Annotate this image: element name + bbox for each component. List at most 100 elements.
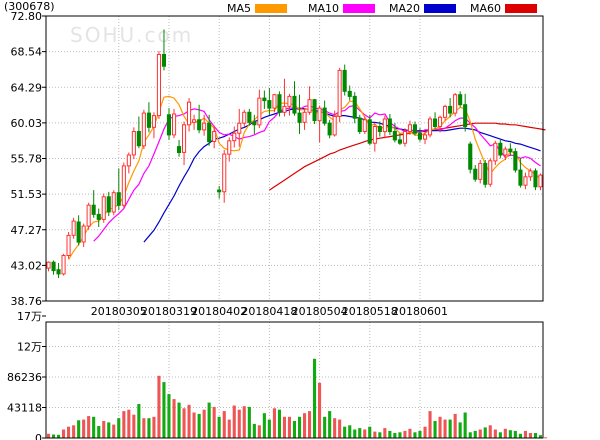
volume-bar (353, 429, 357, 438)
volume-bar (77, 420, 81, 438)
candlestick (347, 85, 352, 101)
candlestick (66, 232, 71, 259)
legend-ma60: MA60 (470, 0, 538, 16)
volume-bar (308, 411, 312, 438)
candlestick (458, 91, 463, 108)
candlestick (443, 104, 448, 121)
candlestick (86, 202, 91, 230)
candle-body (423, 134, 428, 140)
candlestick (523, 172, 528, 190)
candle-body (417, 132, 422, 140)
candle-body (523, 176, 528, 186)
candlestick-series (46, 29, 543, 279)
candlestick (297, 94, 302, 135)
volume-tick-label: 17万 (17, 310, 42, 323)
candle-body (86, 204, 91, 227)
candle-body (207, 122, 212, 143)
date-tick-label: 20180504 (292, 305, 348, 318)
candle-body (297, 112, 302, 123)
candle-body (352, 95, 357, 119)
candlestick (207, 114, 212, 146)
candlestick (262, 90, 267, 109)
volume-bar (363, 429, 367, 438)
candle-body (392, 131, 397, 141)
candle-body (116, 192, 121, 206)
candle-body (172, 113, 177, 136)
candlestick (96, 208, 101, 227)
candle-body (272, 94, 277, 109)
candle-body (96, 213, 101, 220)
legend-ma5: MA5 (227, 0, 288, 16)
candlestick (428, 116, 433, 138)
candle-body (71, 220, 76, 236)
volume-bar (72, 425, 76, 438)
candle-body (242, 111, 247, 124)
candle-body (317, 107, 322, 122)
volume-bar (192, 412, 196, 438)
candle-body (187, 101, 192, 126)
candle-body (141, 112, 146, 147)
candle-body (91, 204, 96, 215)
candlestick (292, 81, 297, 116)
candle-body (473, 168, 478, 180)
volume-bar (177, 402, 181, 438)
candlestick (407, 120, 412, 135)
volume-bar (167, 394, 171, 438)
candle-body (227, 140, 232, 155)
watermark-text: SOHU.com (70, 23, 193, 47)
volume-bar (473, 430, 477, 438)
candle-body (267, 100, 272, 109)
volume-bar (262, 413, 266, 438)
candlestick (327, 119, 332, 139)
candle-body (463, 104, 468, 127)
volume-bar (62, 429, 66, 438)
candlestick (136, 116, 141, 149)
volume-bar (323, 416, 327, 438)
candlestick (417, 128, 422, 142)
date-tick-label: 20180518 (342, 305, 398, 318)
volume-bar (182, 408, 186, 438)
candlestick (372, 123, 377, 152)
candle-body (182, 124, 187, 153)
candle-body (503, 148, 508, 156)
volume-bar (52, 434, 56, 438)
candle-body (367, 119, 372, 144)
chart-frame (45, 15, 544, 439)
candlestick (237, 108, 242, 147)
candlestick (121, 162, 126, 208)
volume-bar (503, 428, 507, 438)
candlestick (277, 91, 282, 117)
price-tick-label: 72.80 (11, 10, 43, 23)
volume-bar (528, 433, 532, 438)
volume-bar (247, 406, 251, 438)
candlestick (222, 149, 227, 203)
candlestick (312, 98, 317, 125)
volume-bar (478, 429, 482, 438)
candlestick (468, 141, 473, 174)
candlestick (483, 160, 488, 188)
grid (42, 15, 543, 439)
candle-body (458, 94, 463, 106)
candlestick (382, 115, 387, 139)
candlestick (146, 102, 151, 133)
candle-body (121, 165, 126, 206)
candlestick (498, 139, 503, 159)
candle-body (337, 69, 342, 117)
candlestick (438, 115, 443, 133)
price-tick-label: 60.03 (11, 117, 43, 130)
volume-bar (102, 421, 106, 438)
candlestick (402, 128, 407, 147)
candlestick (227, 137, 232, 162)
volume-bar (282, 416, 286, 438)
volume-bar (107, 422, 111, 438)
price-tick-label: 68.54 (11, 46, 43, 59)
volume-bar (187, 404, 191, 438)
candlestick (282, 78, 287, 117)
candle-body (362, 119, 367, 133)
ma60-line (269, 122, 546, 191)
volume-bar (338, 419, 342, 438)
candlestick (131, 127, 136, 160)
volume-bar (453, 413, 457, 438)
volume-bar (508, 430, 512, 438)
volume-tick-label: 43118 (7, 402, 42, 415)
